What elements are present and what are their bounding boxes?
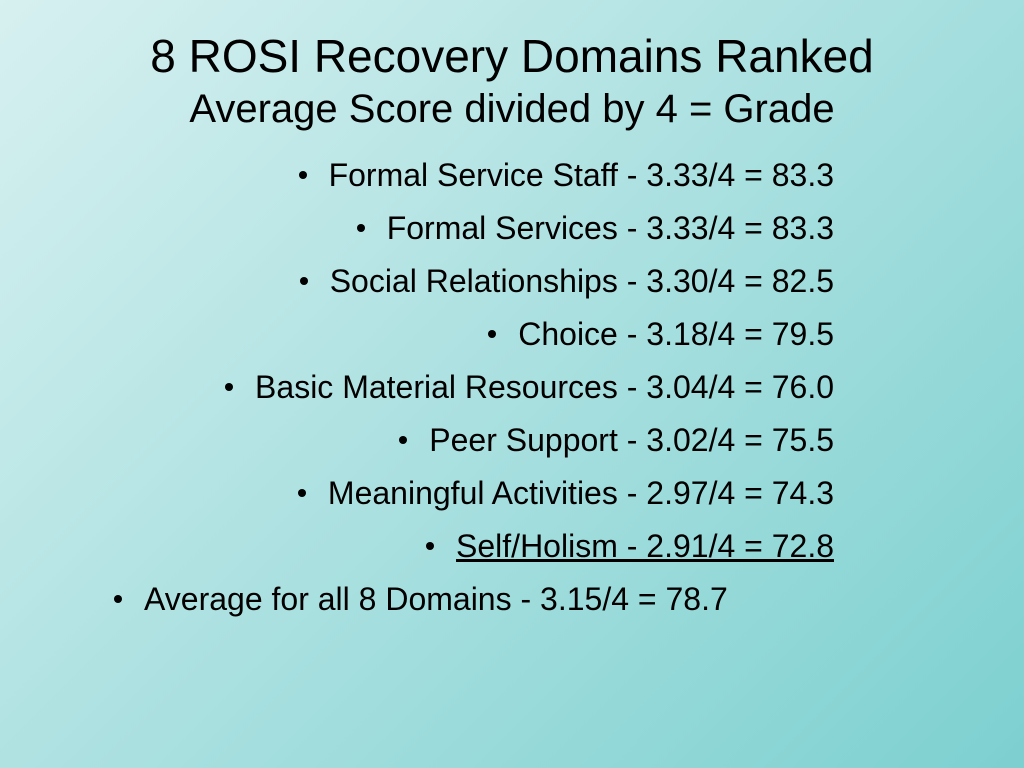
bullet-list: Formal Service Staff - 3.33/4 = 83.3 For… bbox=[60, 157, 964, 728]
list-item: Choice - 3.18/4 = 79.5 bbox=[60, 316, 964, 353]
list-item: Formal Services - 3.33/4 = 83.3 bbox=[60, 210, 964, 247]
bullet-icon bbox=[426, 542, 434, 550]
list-item-text: Self/Holism - 2.91/4 = 72.8 bbox=[456, 528, 834, 565]
bullet-icon bbox=[114, 595, 122, 603]
bullet-icon bbox=[357, 224, 365, 232]
slide: 8 ROSI Recovery Domains Ranked Average S… bbox=[0, 0, 1024, 768]
bullet-icon bbox=[488, 330, 496, 338]
list-item-text: Social Relationships - 3.30/4 = 82.5 bbox=[330, 263, 834, 300]
list-item-text: Choice - 3.18/4 = 79.5 bbox=[518, 316, 834, 353]
list-item-text: Peer Support - 3.02/4 = 75.5 bbox=[429, 422, 834, 459]
list-item: Meaningful Activities - 2.97/4 = 74.3 bbox=[60, 475, 964, 512]
slide-title: 8 ROSI Recovery Domains Ranked bbox=[60, 30, 964, 83]
list-item-text: Formal Services - 3.33/4 = 83.3 bbox=[387, 210, 834, 247]
bullet-icon bbox=[299, 171, 307, 179]
bullet-icon bbox=[300, 277, 308, 285]
bullet-icon bbox=[298, 489, 306, 497]
list-item: Peer Support - 3.02/4 = 75.5 bbox=[60, 422, 964, 459]
list-item: Formal Service Staff - 3.33/4 = 83.3 bbox=[60, 157, 964, 194]
average-text: Average for all 8 Domains - 3.15/4 = 78.… bbox=[144, 581, 728, 618]
list-item-text: Formal Service Staff - 3.33/4 = 83.3 bbox=[329, 157, 834, 194]
list-item: Self/Holism - 2.91/4 = 72.8 bbox=[60, 528, 964, 565]
list-item-text: Meaningful Activities - 2.97/4 = 74.3 bbox=[328, 475, 834, 512]
list-item: Basic Material Resources - 3.04/4 = 76.0 bbox=[60, 369, 964, 406]
slide-subtitle: Average Score divided by 4 = Grade bbox=[60, 85, 964, 133]
title-block: 8 ROSI Recovery Domains Ranked Average S… bbox=[60, 30, 964, 133]
list-item: Social Relationships - 3.30/4 = 82.5 bbox=[60, 263, 964, 300]
list-item-average: Average for all 8 Domains - 3.15/4 = 78.… bbox=[60, 581, 964, 618]
list-item-text: Basic Material Resources - 3.04/4 = 76.0 bbox=[255, 369, 834, 406]
bullet-icon bbox=[225, 383, 233, 391]
bullet-icon bbox=[399, 436, 407, 444]
